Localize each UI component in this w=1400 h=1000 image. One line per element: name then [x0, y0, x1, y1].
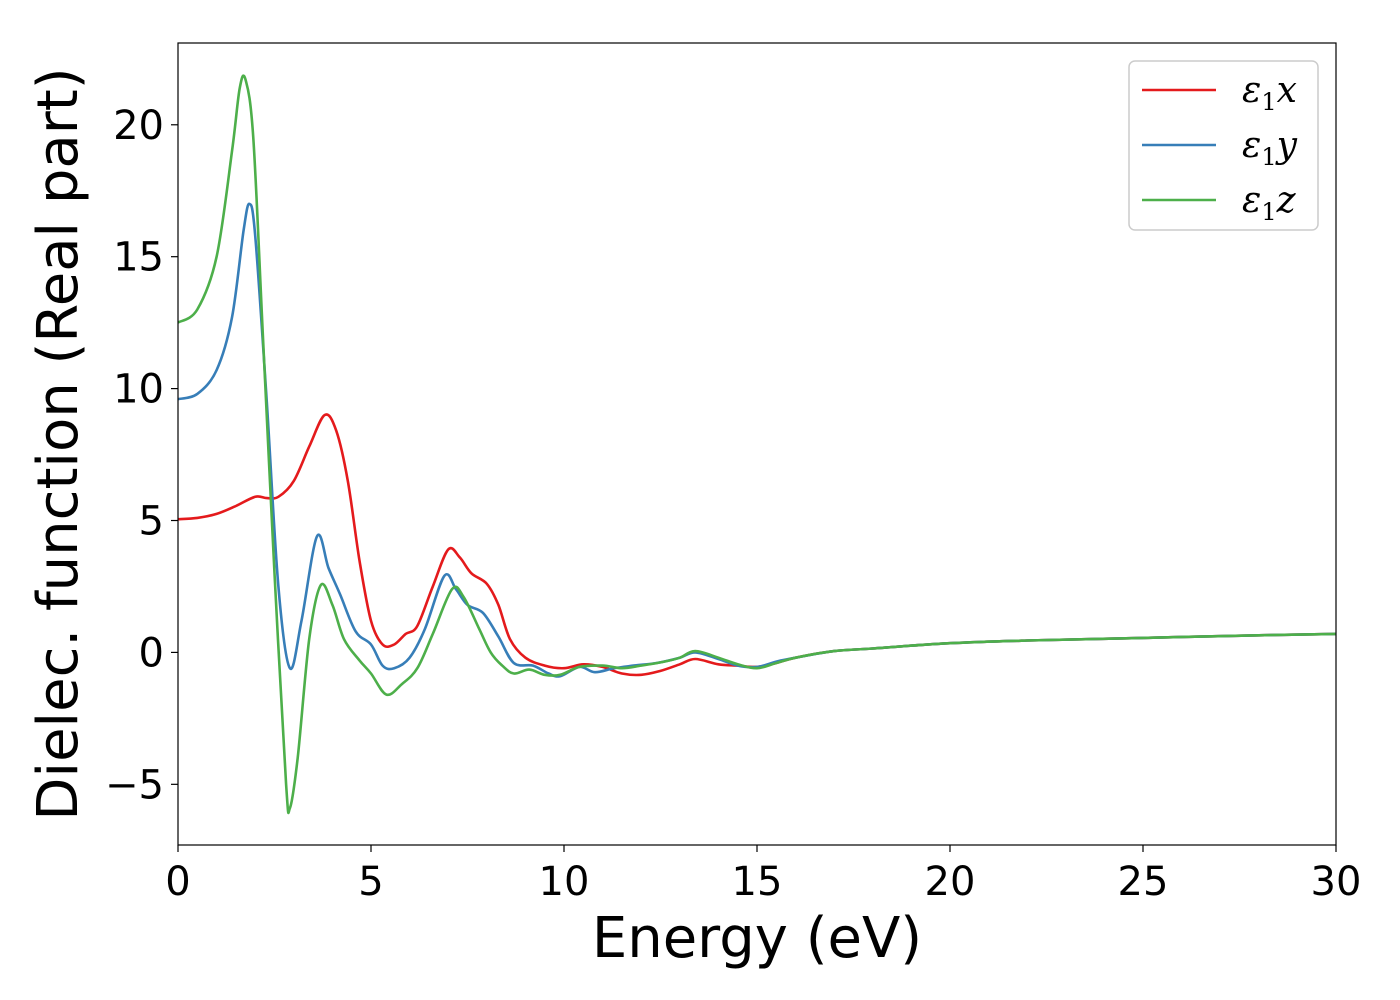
- x-tick-label: 0: [165, 859, 190, 905]
- series-layer: [178, 74, 1336, 815]
- series-line-x: [178, 413, 1336, 677]
- y-axis-label: Dielec. function (Real part): [26, 67, 91, 820]
- y-tick-label: −5: [105, 762, 164, 808]
- y-tick-label: 15: [113, 235, 164, 281]
- series-line-y: [178, 202, 1336, 678]
- x-tick-label: 5: [358, 859, 383, 905]
- x-tick-label: 20: [925, 859, 976, 905]
- x-axis-label: Energy (eV): [592, 906, 922, 971]
- series-line-z: [178, 74, 1336, 815]
- y-tick-label: 20: [113, 103, 164, 149]
- legend: ε1x ε1y ε1z: [1128, 60, 1319, 231]
- x-tick-label: 10: [539, 859, 590, 905]
- x-tick-label: 30: [1311, 859, 1362, 905]
- y-tick-label: 10: [113, 367, 164, 413]
- x-tick-label: 25: [1118, 859, 1169, 905]
- ticks-layer: 0 5 10 15 20 25 30 −5 0 5 10 15 20: [105, 103, 1361, 905]
- y-tick-label: 0: [139, 630, 164, 676]
- legend-label-x: ε1x: [1242, 70, 1297, 116]
- y-tick-label: 5: [139, 499, 164, 545]
- legend-box: [1128, 60, 1319, 231]
- legend-label-z: ε1z: [1242, 180, 1297, 226]
- x-tick-label: 15: [732, 859, 783, 905]
- legend-label-y: ε1y: [1242, 125, 1298, 171]
